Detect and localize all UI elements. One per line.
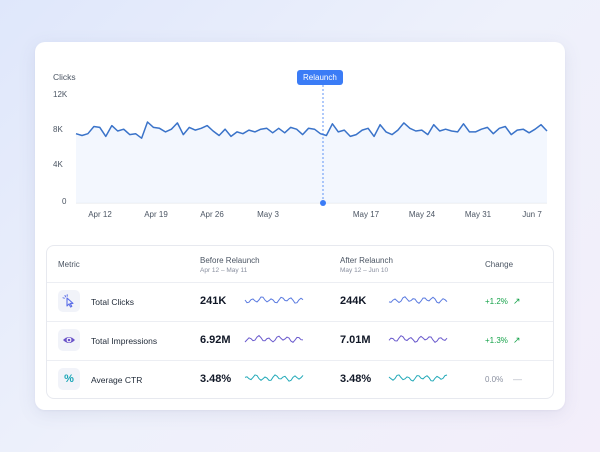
x-tick-label: Apr 19 <box>144 210 168 219</box>
after-sparkline <box>388 296 448 304</box>
dash-icon: — <box>513 374 522 384</box>
x-tick-label: May 24 <box>408 210 436 219</box>
row-divider <box>47 360 553 361</box>
y-tick-label: 0 <box>62 197 67 206</box>
change-value: +1.3% <box>485 336 508 345</box>
header-before-range: Apr 12 – May 11 <box>200 267 248 274</box>
after-sparkline <box>388 335 448 343</box>
clicks-series-line <box>75 121 548 139</box>
row-divider <box>47 282 553 283</box>
eye-icon <box>58 329 80 351</box>
after-sparkline <box>388 374 448 382</box>
metric-name: Total Impressions <box>91 336 158 346</box>
chart-title: Clicks <box>53 72 76 82</box>
before-sparkline <box>244 374 304 382</box>
dashboard-card: Clicks 12K 8K 4K 0 Relaunch Apr 12 Apr 1… <box>35 42 565 410</box>
arrow-up-right-icon: ↗ <box>513 296 521 306</box>
before-value: 241K <box>200 295 227 307</box>
x-tick-label: Jun 7 <box>522 210 542 219</box>
header-metric: Metric <box>58 260 80 269</box>
before-value: 3.48% <box>200 373 232 385</box>
y-tick-label: 4K <box>53 160 63 169</box>
sparkline-path <box>244 296 304 304</box>
sparkline-path <box>244 374 304 382</box>
sparkline-path <box>388 374 448 382</box>
after-value: 7.01M <box>340 334 371 346</box>
before-sparkline <box>244 334 304 343</box>
relaunch-annotation-badge[interactable]: Relaunch <box>297 70 343 85</box>
x-tick-label: May 17 <box>352 210 380 219</box>
x-tick-label: May 3 <box>257 210 279 219</box>
after-value: 3.48% <box>340 373 372 385</box>
change-value: 0.0% <box>485 375 504 384</box>
header-change: Change <box>485 260 514 269</box>
relaunch-marker-dot[interactable] <box>320 200 326 206</box>
header-after: After Relaunch <box>340 256 393 265</box>
y-tick-label: 12K <box>53 90 68 99</box>
metric-name: Total Clicks <box>91 297 134 307</box>
header-after-range: May 12 – Jun 10 <box>340 267 389 274</box>
clicks-area-fill <box>76 122 547 203</box>
percent-icon: % <box>58 368 80 390</box>
y-tick-label: 8K <box>53 125 63 134</box>
x-tick-label: Apr 12 <box>88 210 112 219</box>
metric-name: Average CTR <box>91 375 143 385</box>
metrics-table: Metric Before Relaunch Apr 12 – May 11 A… <box>46 245 554 399</box>
header-before: Before Relaunch <box>200 256 260 265</box>
before-sparkline <box>244 296 304 304</box>
cursor-click-icon <box>58 290 80 312</box>
clicks-chart: Clicks 12K 8K 4K 0 Relaunch Apr 12 Apr 1… <box>35 42 565 232</box>
x-tick-label: May 31 <box>464 210 492 219</box>
row-divider <box>47 321 553 322</box>
sparkline-path <box>244 334 304 343</box>
sparkline-path <box>388 335 448 343</box>
x-tick-label: Apr 26 <box>200 210 224 219</box>
change-value: +1.2% <box>485 297 508 306</box>
before-value: 6.92M <box>200 334 231 346</box>
after-value: 244K <box>340 295 367 307</box>
arrow-up-right-icon: ↗ <box>513 335 521 345</box>
line-chart-svg <box>75 85 548 206</box>
sparkline-path <box>388 296 448 304</box>
